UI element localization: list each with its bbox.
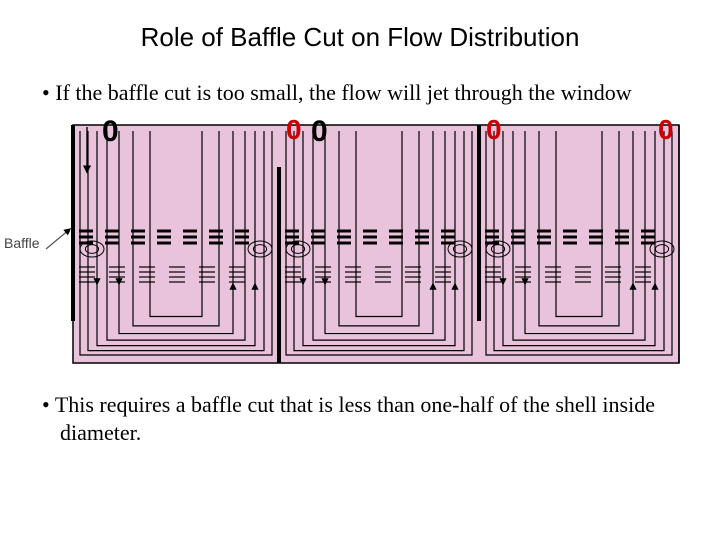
baffle-flow-diagram: Baffle 00000 — [36, 117, 684, 369]
bullet-top: If the baffle cut is too small, the flow… — [34, 79, 686, 107]
bullet-bottom: This requires a baffle cut that is less … — [34, 391, 686, 447]
diagram-svg — [36, 117, 684, 369]
bullet-list-top: If the baffle cut is too small, the flow… — [34, 79, 686, 107]
bullet-list-bottom: This requires a baffle cut that is less … — [34, 391, 686, 447]
baffle-label: Baffle — [4, 235, 40, 251]
page-title: Role of Baffle Cut on Flow Distribution — [34, 22, 686, 53]
